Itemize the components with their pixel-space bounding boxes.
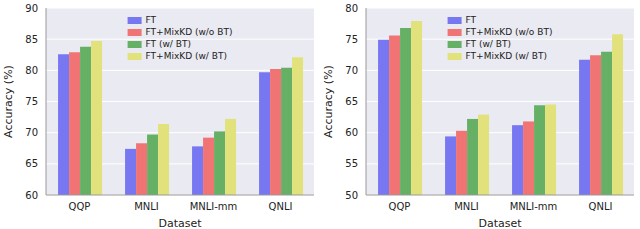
svg-text:65: 65 xyxy=(345,96,358,107)
svg-text:85: 85 xyxy=(25,34,38,45)
svg-text:60: 60 xyxy=(345,127,358,138)
svg-text:QNLI: QNLI xyxy=(589,201,613,212)
svg-text:55: 55 xyxy=(345,158,358,169)
svg-text:Accuracy (%): Accuracy (%) xyxy=(8,65,15,138)
svg-text:50: 50 xyxy=(345,190,358,201)
svg-text:65: 65 xyxy=(25,158,38,169)
svg-text:QQP: QQP xyxy=(69,201,91,212)
svg-text:75: 75 xyxy=(345,34,358,45)
html-text:FT+MixKD (w/ BT): FT+MixKD (w/ BT) xyxy=(145,51,227,61)
svg-text:80: 80 xyxy=(25,65,38,76)
svg-text:80: 80 xyxy=(345,3,358,14)
svg-text:70: 70 xyxy=(25,127,38,138)
html-text:FT (w/ BT): FT (w/ BT) xyxy=(465,39,511,49)
svg-text:MNLI: MNLI xyxy=(454,201,479,212)
html-text:FT+MixKD (w/o BT): FT+MixKD (w/o BT) xyxy=(465,27,553,37)
svg-text:Dataset: Dataset xyxy=(158,217,202,229)
html-text:FT: FT xyxy=(145,15,157,25)
svg-text:QQP: QQP xyxy=(389,201,411,212)
html-text:FT: FT xyxy=(465,15,477,25)
svg-text:60: 60 xyxy=(25,190,38,201)
svg-text:Dataset: Dataset xyxy=(478,217,522,229)
svg-text:90: 90 xyxy=(25,3,38,14)
svg-text:QNLI: QNLI xyxy=(269,201,293,212)
svg-text:Accuracy (%): Accuracy (%) xyxy=(322,65,335,138)
html-text:FT+MixKD (w/o BT): FT+MixKD (w/o BT) xyxy=(145,27,233,37)
svg-text:MNLI-mm: MNLI-mm xyxy=(510,201,558,212)
html-text:FT+MixKD (w/ BT): FT+MixKD (w/ BT) xyxy=(465,51,547,61)
html-text:FT (w/ BT): FT (w/ BT) xyxy=(145,39,191,49)
svg-text:MNLI-mm: MNLI-mm xyxy=(190,201,238,212)
svg-text:MNLI: MNLI xyxy=(134,201,159,212)
svg-text:70: 70 xyxy=(345,65,358,76)
svg-text:75: 75 xyxy=(25,96,38,107)
